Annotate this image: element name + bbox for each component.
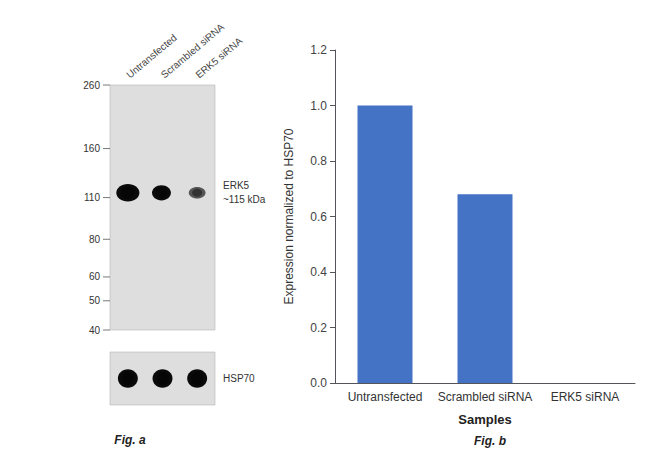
svg-text:ERK5 siRNA: ERK5 siRNA <box>193 35 244 80</box>
svg-text:0.2: 0.2 <box>310 321 327 335</box>
svg-text:0.8: 0.8 <box>310 154 327 168</box>
svg-text:ERK5: ERK5 <box>223 180 250 191</box>
svg-text:0.0: 0.0 <box>310 376 327 390</box>
svg-text:Fig. a: Fig. a <box>114 433 146 447</box>
svg-text:HSP70: HSP70 <box>223 373 255 384</box>
svg-text:260: 260 <box>83 80 100 91</box>
svg-text:1.2: 1.2 <box>310 43 327 57</box>
svg-text:1.0: 1.0 <box>310 99 327 113</box>
svg-text:40: 40 <box>89 325 101 336</box>
svg-text:Untransfected: Untransfected <box>124 31 179 81</box>
svg-text:Samples: Samples <box>458 412 511 427</box>
svg-text:50: 50 <box>89 295 101 306</box>
svg-text:0.4: 0.4 <box>310 265 327 279</box>
svg-text:Expression normalized to HSP70: Expression normalized to HSP70 <box>282 128 296 304</box>
svg-text:Fig. b: Fig. b <box>474 434 506 448</box>
svg-text:60: 60 <box>89 271 101 282</box>
svg-text:~115 kDa: ~115 kDa <box>223 194 266 205</box>
svg-text:80: 80 <box>89 234 101 245</box>
svg-text:Scrambled siRNA: Scrambled siRNA <box>158 21 227 81</box>
svg-text:110: 110 <box>84 192 100 203</box>
svg-text:0.6: 0.6 <box>310 210 327 224</box>
svg-text:ERK5 siRNA: ERK5 siRNA <box>551 390 620 404</box>
svg-text:Scrambled siRNA: Scrambled siRNA <box>438 390 533 404</box>
svg-text:160: 160 <box>83 143 100 154</box>
svg-text:Untransfected: Untransfected <box>348 390 423 404</box>
